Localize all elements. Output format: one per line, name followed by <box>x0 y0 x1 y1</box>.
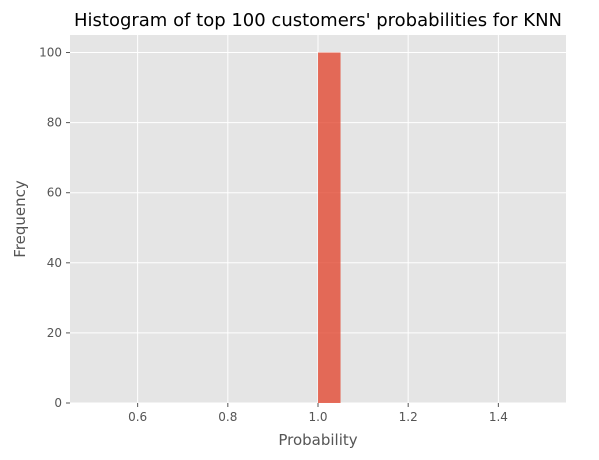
y-axis-label: Frequency <box>11 180 29 258</box>
y-tick-label: 20 <box>47 326 62 340</box>
x-axis-label: Probability <box>278 431 357 449</box>
x-tick-label: 0.8 <box>218 410 237 424</box>
bars <box>318 52 341 404</box>
x-tick-label: 1.4 <box>489 410 508 424</box>
y-tick-label: 0 <box>54 396 62 410</box>
x-tick-label: 1.0 <box>308 410 327 424</box>
x-axis-ticks: 0.6 0.8 1.0 1.2 1.4 <box>128 403 508 424</box>
histogram-bar <box>318 52 341 404</box>
y-tick-label: 60 <box>47 186 62 200</box>
x-tick-label: 0.6 <box>128 410 147 424</box>
x-tick-label: 1.2 <box>399 410 418 424</box>
y-tick-label: 40 <box>47 256 62 270</box>
y-axis-ticks: 0 20 40 60 80 100 <box>39 46 70 410</box>
y-tick-label: 80 <box>47 116 62 130</box>
chart-title: Histogram of top 100 customers' probabil… <box>74 10 562 31</box>
y-tick-label: 100 <box>39 46 62 60</box>
